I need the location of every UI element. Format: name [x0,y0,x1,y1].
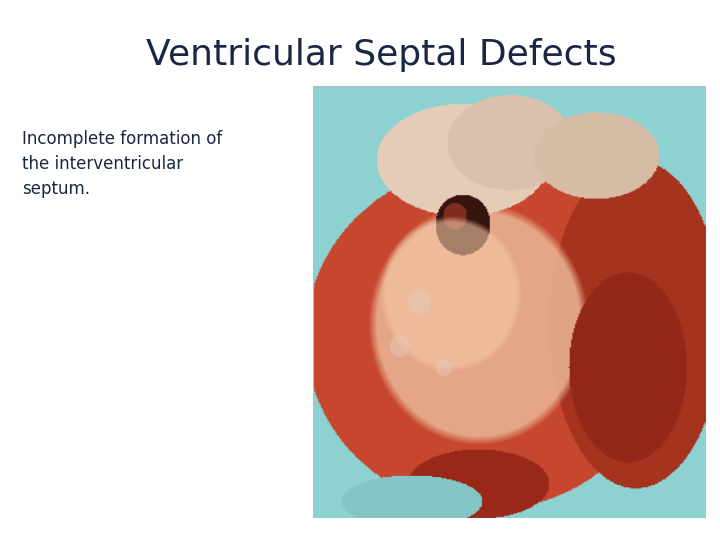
Text: Incomplete formation of
the interventricular
septum.: Incomplete formation of the interventric… [22,130,222,198]
Bar [313,86,706,518]
Text: Ventricular Septal Defects: Ventricular Septal Defects [146,38,617,72]
